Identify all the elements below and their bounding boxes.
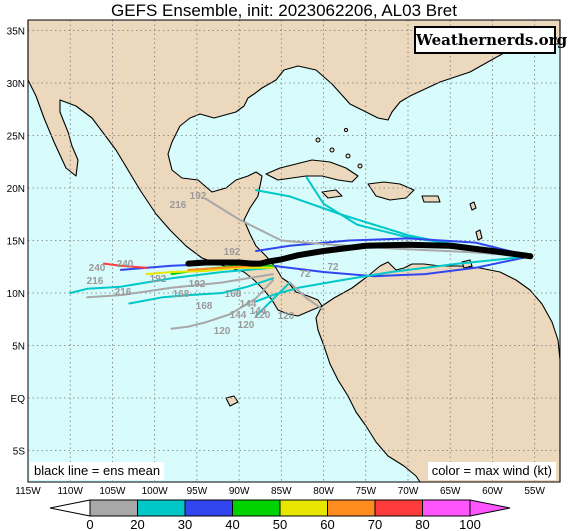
hour-label: 192 <box>224 247 241 258</box>
lat-tick-label: 20N <box>7 184 25 195</box>
hour-label: 120 <box>214 326 231 337</box>
member-track <box>271 255 532 278</box>
cuba-island <box>265 159 359 183</box>
member-track <box>86 273 274 299</box>
lat-tick-label: 5S <box>13 447 26 458</box>
lon-tick-label: 75W <box>355 486 376 497</box>
galapagos-island <box>225 395 239 407</box>
colorbar-swatch <box>232 499 281 517</box>
lat-tick-label: 30N <box>7 79 25 90</box>
lon-tick-label: 70W <box>398 486 419 497</box>
axis-labels: 115W 110W 105W 100W 95W 90W 85W 80W 75W 70W 65W 60W… <box>7 27 546 498</box>
ensemble-tracks <box>69 176 534 330</box>
ensemble-mean-track <box>185 241 534 267</box>
south-america-land <box>315 261 561 483</box>
colorbar-label: 50 <box>273 517 287 531</box>
hour-label: 144 <box>240 299 257 310</box>
lat-tick-label: 5N <box>12 342 25 353</box>
lat-lon-grid <box>27 20 560 482</box>
colorbar-swatch <box>327 499 376 517</box>
land-masses <box>27 19 561 483</box>
member-track <box>255 237 532 258</box>
lesser-antilles-2 <box>475 229 483 241</box>
hour-label: 168 <box>173 289 190 300</box>
hour-label: 120 <box>254 310 271 321</box>
lat-tick-label: 15N <box>7 237 25 248</box>
hour-label: 144 <box>250 306 267 317</box>
hour-label: 168 <box>196 301 213 312</box>
hour-label: 216 <box>115 287 132 298</box>
colorbar-swatch <box>184 499 233 517</box>
lon-tick-label: 80W <box>313 486 334 497</box>
colorbar: 0 20 30 40 50 60 70 80 100 <box>49 499 511 531</box>
lon-tick-label: 95W <box>187 486 208 497</box>
bahamas-islands <box>315 127 363 169</box>
hour-label: 192 <box>150 274 167 285</box>
colorbar-label: 70 <box>368 517 382 531</box>
hour-label: 192 <box>189 279 206 290</box>
puerto-rico-island <box>421 195 441 203</box>
north-america-land <box>27 19 561 317</box>
colorbar-label: 80 <box>415 517 429 531</box>
hour-label: 192 <box>190 191 207 202</box>
lon-tick-label: 60W <box>482 486 503 497</box>
color-legend-note: color = max wind (kt) <box>427 462 556 480</box>
colorbar-swatch <box>279 499 328 517</box>
hour-label: 120 <box>278 311 295 322</box>
colorbar-swatch <box>374 499 423 517</box>
hour-label: 120 <box>238 320 255 331</box>
hour-label: 216 <box>87 276 104 287</box>
hour-label: 168 <box>225 289 242 300</box>
lon-tick-label: 90W <box>229 486 250 497</box>
lon-tick-label: 85W <box>271 486 292 497</box>
colorbar-label: 100 <box>459 517 481 531</box>
hour-label: 240 <box>117 259 134 270</box>
member-track <box>204 197 532 258</box>
member-track <box>288 281 325 311</box>
map-frame <box>27 19 561 483</box>
colorbar-label: 0 <box>86 517 93 531</box>
member-track <box>255 281 291 318</box>
hour-label: 72 <box>327 262 339 273</box>
hour-label: 216 <box>170 200 187 211</box>
page-title: GEFS Ensemble, init: 2023062206, AL03 Br… <box>111 1 457 20</box>
hour-label: 144 <box>230 310 247 321</box>
colorbar-min-arrow <box>49 499 91 517</box>
member-track <box>103 262 148 269</box>
colorbar-max-arrow <box>469 499 511 517</box>
member-track <box>170 279 274 330</box>
member-track <box>128 277 274 305</box>
jamaica-island <box>321 189 343 199</box>
hour-label: 72 <box>299 269 311 280</box>
lat-tick-label: 25N <box>7 132 25 143</box>
colorbar-label: 30 <box>178 517 192 531</box>
colorbar-label: 60 <box>320 517 334 531</box>
lat-tick-label: 35N <box>7 27 25 38</box>
colorbar-swatch <box>89 499 138 517</box>
hour-label: 240 <box>89 263 106 274</box>
lat-tick-label: 10N <box>7 289 25 300</box>
brand-logo[interactable]: Weathernerds.org <box>414 26 567 54</box>
lon-tick-label: 110W <box>58 486 84 497</box>
member-track <box>187 264 257 271</box>
lon-tick-label: 115W <box>15 486 41 497</box>
member-track <box>255 255 532 303</box>
colorbar-swatch <box>422 499 471 517</box>
lon-tick-label: 65W <box>440 486 461 497</box>
member-track <box>69 266 274 294</box>
lon-tick-label: 100W <box>142 486 169 497</box>
colorbar-swatch <box>137 499 186 517</box>
colorbar-label: 20 <box>130 517 144 531</box>
lesser-antilles-1 <box>469 201 477 211</box>
member-track <box>145 266 274 276</box>
lat-tick-label: EQ <box>11 394 26 405</box>
hispaniola-island <box>367 181 415 201</box>
colorbar-label: 40 <box>225 517 239 531</box>
lon-tick-label: 55W <box>524 486 545 497</box>
lon-tick-label: 105W <box>99 486 126 497</box>
mean-line-note: black line = ens mean <box>30 462 165 480</box>
